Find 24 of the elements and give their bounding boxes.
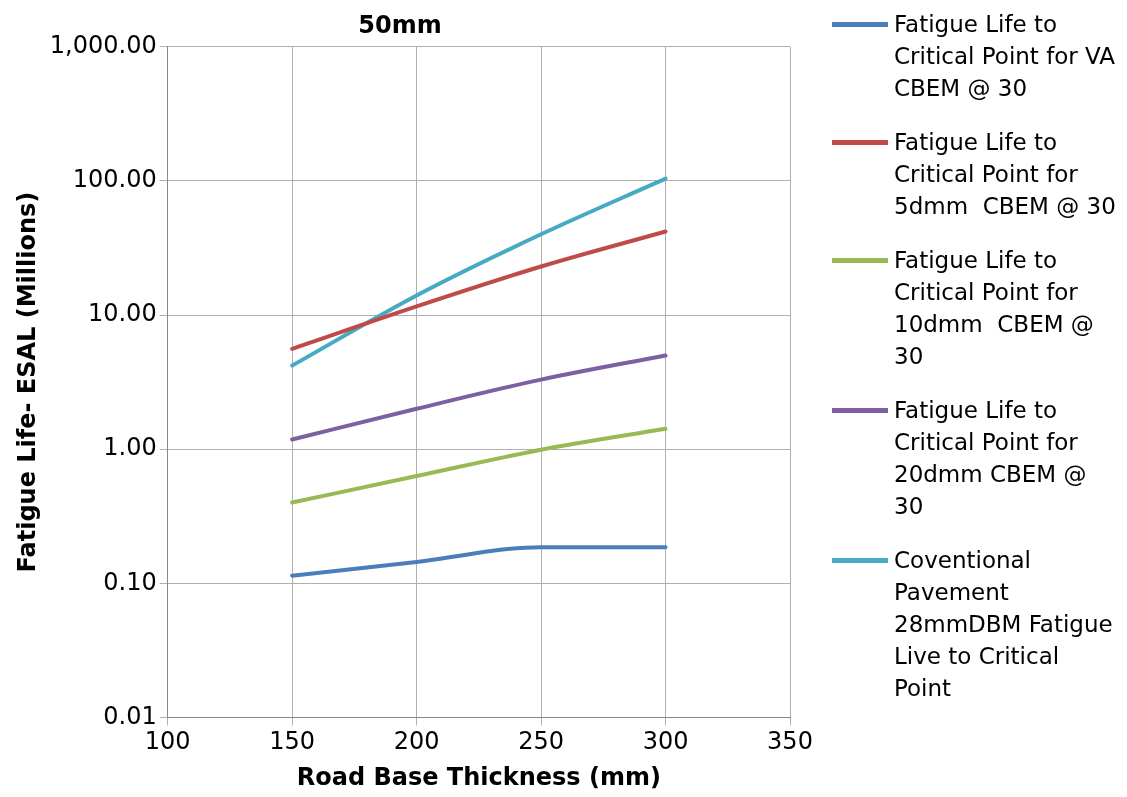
legend-label: Fatigue Life to Critical Point for VA CBEM @ 30 [894,10,1117,103]
line-series [290,176,668,368]
y-tick-label: 1,000.00 [49,31,157,60]
chart-title: 50mm [358,10,442,39]
y-tick-label: 10.00 [87,299,157,328]
y-tick-label: 100.00 [72,165,157,194]
legend-label: Coventional Pavement 28mmDBM Fatigue Live to Critical Point [894,546,1114,703]
x-tick-label: 200 [393,727,440,756]
x-tick-label: 100 [144,727,191,756]
x-tick-label: 350 [767,727,813,756]
line-series [290,426,668,505]
line-series [290,353,668,442]
y-tick-label: 0.10 [103,567,157,596]
x-axis-title: Road Base Thickness (mm) [296,762,661,791]
line-series [290,229,668,351]
x-tick-label: 300 [642,727,689,756]
x-tick-label: 150 [269,727,316,756]
y-tick-label: 0.01 [103,701,157,730]
legend-label: Fatigue Life to Critical Point for 5dmm CBEM @ 30 [894,128,1117,221]
legend-label: Fatigue Life to Critical Point for 20dmm CBEM @ 30 [894,396,1088,521]
x-tick-label: 250 [518,727,564,756]
y-axis-title: Fatigue Life- ESAL (Millions) [12,191,41,573]
legend-label: Fatigue Life to Critical Point for 10dmm CBEM @ 30 [894,246,1095,371]
y-tick-label: 1.00 [103,433,157,462]
